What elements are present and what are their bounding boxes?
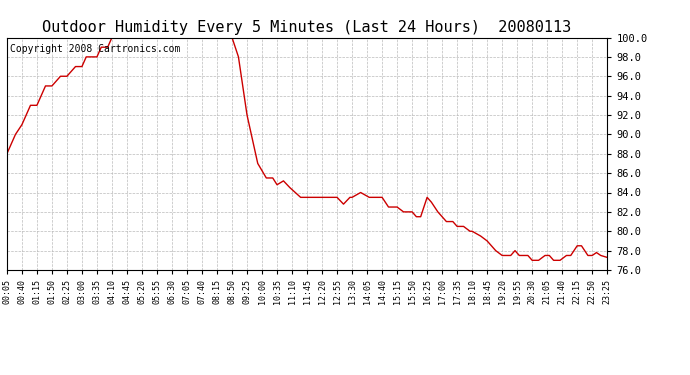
Title: Outdoor Humidity Every 5 Minutes (Last 24 Hours)  20080113: Outdoor Humidity Every 5 Minutes (Last 2… <box>42 20 572 35</box>
Text: Copyright 2008 Cartronics.com: Copyright 2008 Cartronics.com <box>10 45 180 54</box>
